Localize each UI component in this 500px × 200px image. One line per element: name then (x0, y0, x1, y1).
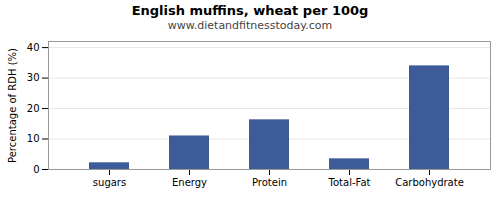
svg-text:Protein: Protein (252, 177, 287, 188)
svg-text:30: 30 (27, 72, 40, 83)
html-text:www.dietandfitnesstoday.com: www.dietandfitnesstoday.com (167, 19, 333, 32)
svg-text:Percentage of RDH (%): Percentage of RDH (%) (7, 48, 18, 163)
html-text:English muffins, wheat per 100: English muffins, wheat per 100g (131, 3, 369, 18)
svg-text:Total-Fat: Total-Fat (328, 177, 371, 188)
svg-text:20: 20 (27, 103, 40, 114)
svg-text:10: 10 (27, 133, 40, 144)
svg-text:40: 40 (27, 42, 40, 53)
svg-text:0: 0 (33, 164, 39, 175)
svg-text:sugars: sugars (93, 177, 126, 188)
svg-text:Energy: Energy (172, 177, 207, 188)
svg-text:Carbohydrate: Carbohydrate (395, 177, 464, 188)
